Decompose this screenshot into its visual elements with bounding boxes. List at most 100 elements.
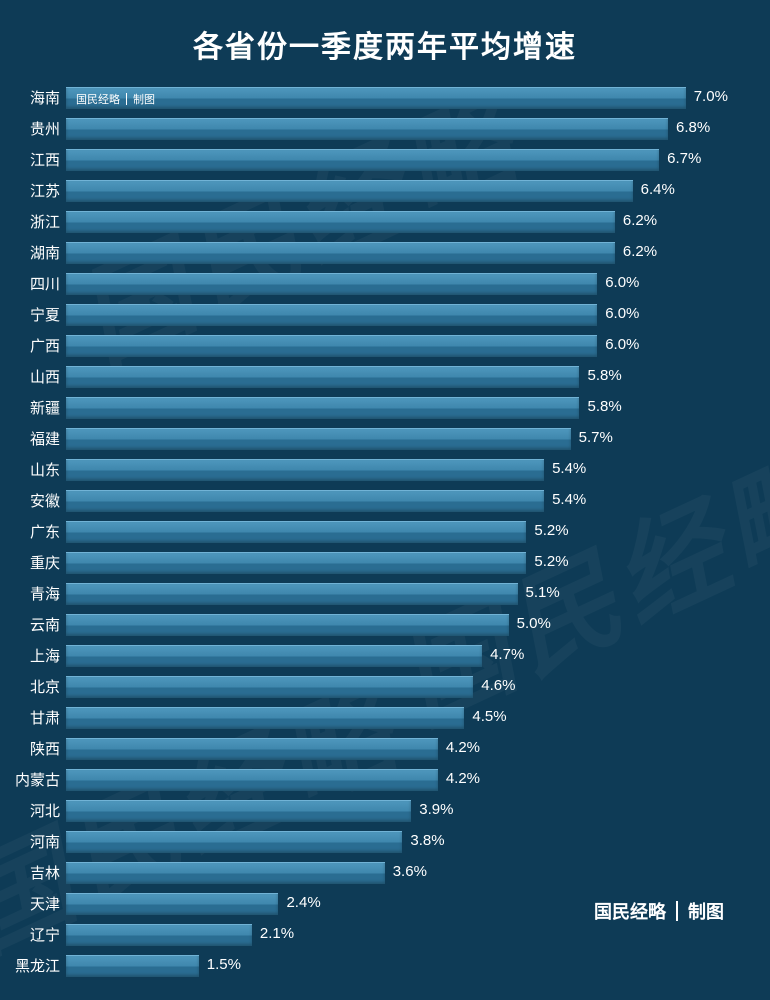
bar-label: 海南 bbox=[0, 87, 60, 108]
bar-fill bbox=[66, 87, 686, 109]
bar-row: 吉林3.6% bbox=[66, 857, 730, 888]
bar-overlay-left: 国民经略 bbox=[76, 91, 120, 107]
bar-track: 5.7% bbox=[66, 428, 730, 450]
bar-label: 天津 bbox=[0, 893, 60, 914]
bar-track: 6.8% bbox=[66, 118, 730, 140]
bar-label: 四川 bbox=[0, 273, 60, 294]
bar-value: 4.5% bbox=[472, 708, 506, 725]
bar-value: 5.0% bbox=[517, 615, 551, 632]
bar-value: 5.4% bbox=[552, 491, 586, 508]
bar-label: 山东 bbox=[0, 459, 60, 480]
bar-row: 山西5.8% bbox=[66, 361, 730, 392]
bar-row: 上海4.7% bbox=[66, 640, 730, 671]
bar-track: 5.2% bbox=[66, 521, 730, 543]
bar-track: 6.0% bbox=[66, 335, 730, 357]
bar-value: 2.1% bbox=[260, 925, 294, 942]
bar-label: 江西 bbox=[0, 149, 60, 170]
bar-row: 新疆5.8% bbox=[66, 392, 730, 423]
bar-track: 6.0% bbox=[66, 273, 730, 295]
bar-value: 6.2% bbox=[623, 212, 657, 229]
bar-fill bbox=[66, 490, 544, 512]
bar-fill bbox=[66, 738, 438, 760]
bar-label: 广西 bbox=[0, 335, 60, 356]
bar-value: 6.2% bbox=[623, 243, 657, 260]
bar-fill bbox=[66, 304, 597, 326]
bar-track: 5.4% bbox=[66, 490, 730, 512]
bar-fill bbox=[66, 459, 544, 481]
bar-label: 新疆 bbox=[0, 397, 60, 418]
bar-track: 5.8% bbox=[66, 366, 730, 388]
bar-value: 6.0% bbox=[605, 305, 639, 322]
bar-fill bbox=[66, 397, 579, 419]
bar-value: 6.0% bbox=[605, 274, 639, 291]
bar-label: 甘肃 bbox=[0, 707, 60, 728]
bar-row: 广西6.0% bbox=[66, 330, 730, 361]
bar-track: 5.0% bbox=[66, 614, 730, 636]
bar-row: 海南7.0%国民经略制图 bbox=[66, 82, 730, 113]
bar-label: 吉林 bbox=[0, 862, 60, 883]
bar-row: 广东5.2% bbox=[66, 516, 730, 547]
bar-track: 6.4% bbox=[66, 180, 730, 202]
bar-label: 贵州 bbox=[0, 118, 60, 139]
bar-value: 5.7% bbox=[579, 429, 613, 446]
bar-row: 江苏6.4% bbox=[66, 175, 730, 206]
bar-label: 河北 bbox=[0, 800, 60, 821]
bar-fill bbox=[66, 273, 597, 295]
bar-track: 5.1% bbox=[66, 583, 730, 605]
bar-value: 5.1% bbox=[526, 584, 560, 601]
bar-track: 4.6% bbox=[66, 676, 730, 698]
bar-row: 安徽5.4% bbox=[66, 485, 730, 516]
bar-track: 4.7% bbox=[66, 645, 730, 667]
bar-value: 4.2% bbox=[446, 770, 480, 787]
bar-track: 3.8% bbox=[66, 831, 730, 853]
credit-separator bbox=[676, 901, 678, 921]
credit-left: 国民经略 bbox=[594, 898, 666, 924]
bar-row: 云南5.0% bbox=[66, 609, 730, 640]
bar-track: 2.1% bbox=[66, 924, 730, 946]
bar-track: 6.2% bbox=[66, 242, 730, 264]
bar-row: 宁夏6.0% bbox=[66, 299, 730, 330]
bar-value: 1.5% bbox=[207, 956, 241, 973]
bar-row: 福建5.7% bbox=[66, 423, 730, 454]
bar-track: 6.0% bbox=[66, 304, 730, 326]
bar-label: 北京 bbox=[0, 676, 60, 697]
bar-row: 四川6.0% bbox=[66, 268, 730, 299]
bar-label: 河南 bbox=[0, 831, 60, 852]
bar-fill bbox=[66, 428, 571, 450]
bar-fill bbox=[66, 242, 615, 264]
bar-label: 青海 bbox=[0, 583, 60, 604]
bar-track: 6.7% bbox=[66, 149, 730, 171]
bar-fill bbox=[66, 645, 482, 667]
bar-track: 5.8% bbox=[66, 397, 730, 419]
bar-track: 3.6% bbox=[66, 862, 730, 884]
bar-fill bbox=[66, 831, 402, 853]
bar-value: 6.0% bbox=[605, 336, 639, 353]
bar-overlay-credit: 国民经略制图 bbox=[76, 91, 155, 107]
bar-overlay-right: 制图 bbox=[133, 91, 155, 107]
bar-label: 陕西 bbox=[0, 738, 60, 759]
bar-overlay-separator bbox=[126, 93, 127, 105]
credit-right: 制图 bbox=[688, 898, 724, 924]
bar-fill bbox=[66, 335, 597, 357]
bar-label: 云南 bbox=[0, 614, 60, 635]
bar-label: 内蒙古 bbox=[0, 769, 60, 790]
bar-fill bbox=[66, 118, 668, 140]
bar-row: 湖南6.2% bbox=[66, 237, 730, 268]
bar-value: 5.8% bbox=[587, 367, 621, 384]
bar-fill bbox=[66, 707, 464, 729]
bar-value: 4.6% bbox=[481, 677, 515, 694]
bar-track: 1.5% bbox=[66, 955, 730, 977]
bar-row: 贵州6.8% bbox=[66, 113, 730, 144]
chart-title: 各省份一季度两年平均增速 bbox=[0, 0, 770, 82]
bar-value: 2.4% bbox=[286, 894, 320, 911]
bar-track: 4.2% bbox=[66, 769, 730, 791]
bar-value: 3.9% bbox=[419, 801, 453, 818]
bar-value: 5.2% bbox=[534, 553, 568, 570]
bar-track: 4.2% bbox=[66, 738, 730, 760]
bar-label: 湖南 bbox=[0, 242, 60, 263]
bar-label: 福建 bbox=[0, 428, 60, 449]
bar-value: 5.2% bbox=[534, 522, 568, 539]
bar-row: 青海5.1% bbox=[66, 578, 730, 609]
bar-label: 黑龙江 bbox=[0, 955, 60, 976]
bar-label: 宁夏 bbox=[0, 304, 60, 325]
